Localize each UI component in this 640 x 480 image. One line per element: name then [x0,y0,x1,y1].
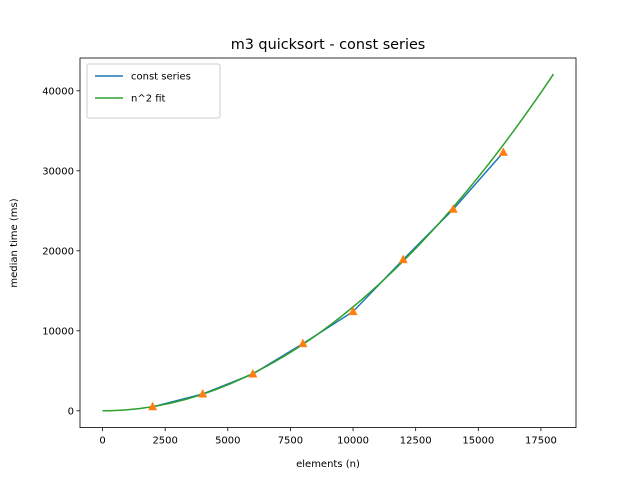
y-tick-label: 10000 [42,326,74,337]
legend: const series n^2 fit [86,63,221,119]
axes-frame [79,57,577,429]
x-axis-label: elements (n) [296,459,360,470]
x-tick-label: 15000 [462,436,494,447]
data-point-marker [398,254,408,264]
y-tick-label: 20000 [42,246,74,257]
x-tick-label: 10000 [337,436,369,447]
series-line-n2-fit [102,73,555,412]
chart-title: m3 quicksort - const series [231,37,426,53]
data-point-marker [498,147,508,156]
data-point-marker [248,369,258,378]
data-point-marker [348,306,358,316]
y-tick-label: 30000 [42,166,74,177]
legend-label: const series [131,72,191,83]
plot-area [102,73,555,412]
y-tick-label: 40000 [42,86,74,97]
x-axis: 0 2500 5000 7500 10000 12500 15000 17500 [99,427,557,447]
data-point-marker [448,204,458,213]
data-point-marker [298,338,308,348]
x-tick-label: 7500 [278,436,303,447]
x-tick-label: 0 [99,436,105,447]
x-tick-label: 2500 [152,436,177,447]
y-axis-label: median time (ms) [9,198,20,287]
data-point-marker [148,401,158,411]
legend-box [86,63,221,119]
x-tick-label: 12500 [400,436,432,447]
x-tick-label: 17500 [525,436,557,447]
x-tick-label: 5000 [215,436,240,447]
legend-label: n^2 fit [131,94,166,105]
y-axis: 0 10000 20000 30000 40000 [42,86,80,417]
data-point-marker [198,389,208,398]
y-tick-label: 0 [68,406,74,417]
